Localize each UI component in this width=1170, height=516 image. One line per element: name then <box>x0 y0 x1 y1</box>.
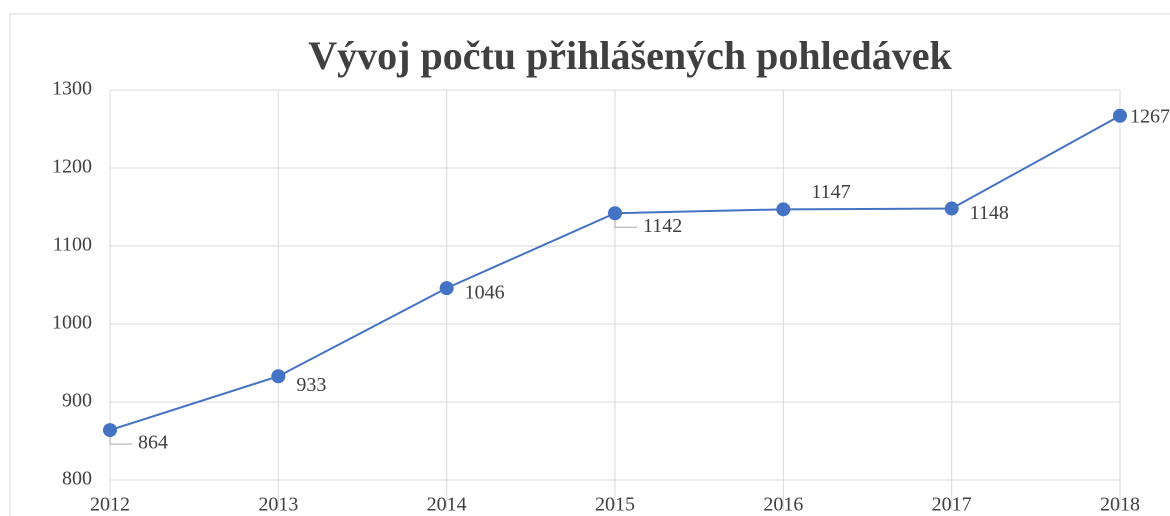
data-point <box>1113 108 1127 123</box>
y-tick-label: 800 <box>62 468 92 490</box>
chart-border <box>9 13 1170 516</box>
data-point <box>271 369 286 384</box>
y-tick-label: 1300 <box>52 78 92 100</box>
data-label: 1046 <box>465 282 505 304</box>
data-label: 1148 <box>970 202 1009 224</box>
data-point <box>776 202 791 217</box>
y-tick-label: 1100 <box>53 234 92 256</box>
data-point <box>439 281 454 296</box>
chart-title: Vývoj počtu přihlášených pohledávek <box>308 33 952 78</box>
y-tick-label: 1200 <box>52 156 92 178</box>
x-tick-label: 2018 <box>1100 494 1140 516</box>
data-point <box>944 201 959 216</box>
x-tick-label: 2013 <box>258 494 298 516</box>
leader-line <box>109 436 132 445</box>
x-tick-label: 2015 <box>595 494 635 516</box>
y-tick-label: 900 <box>62 390 92 412</box>
x-tick-label: 2017 <box>932 494 972 516</box>
data-label: 1147 <box>811 181 850 203</box>
data-point <box>608 206 622 221</box>
data-label: 933 <box>296 374 326 396</box>
x-tick-label: 2012 <box>90 494 130 516</box>
data-point <box>103 423 117 438</box>
leader-line <box>614 219 637 228</box>
y-tick-label: 1000 <box>52 312 92 334</box>
x-tick-label: 2016 <box>763 494 803 516</box>
data-label: 864 <box>138 432 168 454</box>
x-tick-label: 2014 <box>427 494 467 516</box>
data-label: 1142 <box>643 215 682 237</box>
data-label: 1267 <box>1130 105 1170 127</box>
